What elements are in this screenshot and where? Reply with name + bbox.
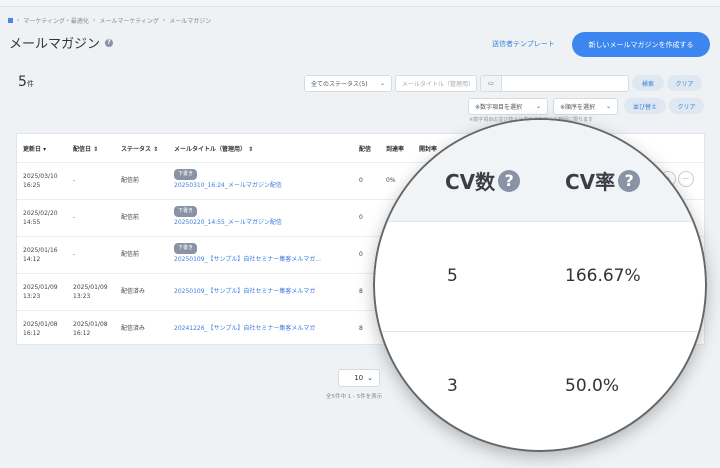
per-page-select[interactable]: 10 ⌄ xyxy=(338,369,380,387)
table-row[interactable]: 2025/02/20 14:55 - 配信前 0 下書き 20250220_14:55_メ… xyxy=(17,199,706,236)
home-icon[interactable] xyxy=(8,18,13,23)
sent-cell: - xyxy=(73,251,76,258)
order-select-value: ※順序を選択 xyxy=(560,104,596,111)
edit-icon[interactable]: ✎ xyxy=(660,171,676,187)
delivered-cell: 0 xyxy=(359,214,363,221)
header-label: ステータス xyxy=(121,146,152,153)
search-button[interactable]: 検索 xyxy=(632,75,664,91)
title-cell: 20250109_【サンプル】自社セミナー集客メルマガ xyxy=(174,287,315,296)
chevron-down-icon: ⌄ xyxy=(605,103,611,110)
newsletter-title-link[interactable]: 20241226_【サンプル】自社セミナー集客メルマガ xyxy=(174,325,316,332)
title-cell: 下書き 20250109_【サンプル】自社セミナー集客メルマガ... xyxy=(174,243,321,264)
table-row[interactable]: 2025/01/08 16:12 2025/01/08 16:12 配信済み 8 202… xyxy=(17,310,706,347)
pagination-info: 全5件中 1 - 5件を表示 xyxy=(326,394,383,400)
sent-cell: - xyxy=(73,177,76,184)
count-value: 5 xyxy=(18,74,27,90)
numeric-field-select[interactable]: ※数字項目を選択 ⌄ xyxy=(468,98,548,115)
title-search-input[interactable]: メールタイトル（管理用） xyxy=(395,75,477,92)
delivered-cell: 0 xyxy=(359,177,363,184)
newsletter-table: 更新日 ▾ 配信日 ⇕ ステータス ⇕ メールタイトル（管理用） ⇕ 配信 到達… xyxy=(16,133,706,347)
status-select-value: 全てのステータス(5) xyxy=(311,81,368,88)
title-placeholder: メールタイトル（管理用） xyxy=(402,81,475,88)
help-icon[interactable]: ? xyxy=(105,38,114,47)
page-title: メールマガジン xyxy=(9,37,101,52)
newsletter-title-link[interactable]: 20250310_16:24_メールマガジン配信 xyxy=(174,182,282,189)
status-select[interactable]: 全てのステータス(5) ⌄ xyxy=(304,75,392,92)
newsletter-title-link[interactable]: 20250109_【サンプル】自社セミナー集客メルマガ... xyxy=(174,256,322,263)
table-row[interactable]: 2025/03/10 16:25 - 配信前 0 0% 下書き 20250310_16:24… xyxy=(17,162,706,199)
sort-note: ※数字項目の並び替えは表示されている範囲に限ります xyxy=(469,117,594,123)
draft-badge: 下書き xyxy=(174,169,198,180)
updated-cell: 2025/03/10 16:25 xyxy=(23,173,58,189)
reach-cell: 0% xyxy=(386,177,396,184)
sort-button[interactable]: 並び替え xyxy=(624,98,666,114)
header-status[interactable]: ステータス ⇕ xyxy=(121,146,159,153)
result-count: 5件 xyxy=(18,74,34,90)
status-cell: 配信前 xyxy=(121,251,140,258)
header-updated[interactable]: 更新日 ▾ xyxy=(23,146,47,153)
breadcrumb-item[interactable]: マーケティング・最適化 xyxy=(23,18,89,25)
sent-cell: 2025/01/09 13:23 xyxy=(73,284,108,300)
newsletter-title-link[interactable]: 20250220_14:55_メールマガジン配信 xyxy=(174,219,282,226)
status-cell: 配信前 xyxy=(121,214,140,221)
breadcrumb-item: メールマガジン xyxy=(169,18,212,25)
delivered-cell: 8 xyxy=(359,325,363,332)
status-cell: 配信済み xyxy=(121,325,146,332)
page-title-wrap: メールマガジン? xyxy=(9,33,114,52)
header-open: 開封率 xyxy=(419,146,438,153)
header-sent[interactable]: 配信日 ⇕ xyxy=(73,146,99,153)
draft-badge: 下書き xyxy=(174,243,198,254)
date-value xyxy=(501,76,628,91)
cv-count-value: 3 xyxy=(447,376,458,396)
count-unit: 件 xyxy=(26,80,34,88)
table-row[interactable]: 2025/01/09 13:23 2025/01/09 13:23 配信済み 8 202… xyxy=(17,273,706,310)
table-row[interactable]: 2025/01/16 14:12 - 配信前 0 下書き 20250109_【サンプル】自… xyxy=(17,236,706,273)
top-bar xyxy=(0,0,720,7)
title-cell: 下書き 20250220_14:55_メールマガジン配信 xyxy=(174,206,282,227)
cv-rate-value: 50.0% xyxy=(565,376,620,396)
header-label: 更新日 xyxy=(23,146,42,153)
breadcrumb: › マーケティング・最適化 › メールマーケティング › メールマガジン xyxy=(8,16,211,25)
header-delivered: 配信 xyxy=(359,146,372,153)
title-cell: 下書き 20250310_16:24_メールマガジン配信 xyxy=(174,169,282,190)
order-select[interactable]: ※順序を選択 ⌄ xyxy=(553,98,618,115)
header-reach: 到達率 xyxy=(386,146,405,153)
delivered-cell: 0 xyxy=(359,251,363,258)
sent-cell: 2025/01/08 16:12 xyxy=(73,321,108,337)
create-newsletter-button[interactable]: 新しいメールマガジンを作成する xyxy=(572,32,710,57)
chevron-down-icon: ⌄ xyxy=(379,80,385,87)
sent-cell: - xyxy=(73,214,76,221)
date-input[interactable]: ▭ xyxy=(480,75,629,92)
status-cell: 配信前 xyxy=(121,177,140,184)
updated-cell: 2025/01/16 14:12 xyxy=(23,247,58,263)
title-cell: 20241226_【サンプル】自社セミナー集客メルマガ xyxy=(174,324,315,333)
delivered-cell: 8 xyxy=(359,288,363,295)
header-label: メールタイトル（管理用） xyxy=(174,146,247,153)
per-page-value: 10 xyxy=(354,374,364,382)
updated-cell: 2025/01/09 13:23 xyxy=(23,284,58,300)
breadcrumb-item[interactable]: メールマーケティング xyxy=(99,18,159,25)
header-title[interactable]: メールタイトル（管理用） ⇕ xyxy=(174,146,254,153)
more-options-icon[interactable]: ··· xyxy=(678,171,694,187)
draft-badge: 下書き xyxy=(174,206,198,217)
calendar-icon[interactable]: ▭ xyxy=(481,76,501,91)
newsletter-title-link[interactable]: 20250109_【サンプル】自社セミナー集客メルマガ xyxy=(174,288,316,295)
clear-button[interactable]: クリア xyxy=(667,75,702,91)
status-cell: 配信済み xyxy=(121,288,146,295)
chevron-down-icon: ⌄ xyxy=(535,103,541,110)
updated-cell: 2025/02/20 14:55 xyxy=(23,210,58,226)
updated-cell: 2025/01/08 16:12 xyxy=(23,321,58,337)
sender-template-link[interactable]: 送信者テンプレート xyxy=(492,40,555,48)
numeric-select-value: ※数字項目を選択 xyxy=(475,104,523,111)
chevron-down-icon: ⌄ xyxy=(367,374,373,382)
sort-clear-button[interactable]: クリア xyxy=(669,98,704,114)
header-label: 配信日 xyxy=(73,146,92,153)
